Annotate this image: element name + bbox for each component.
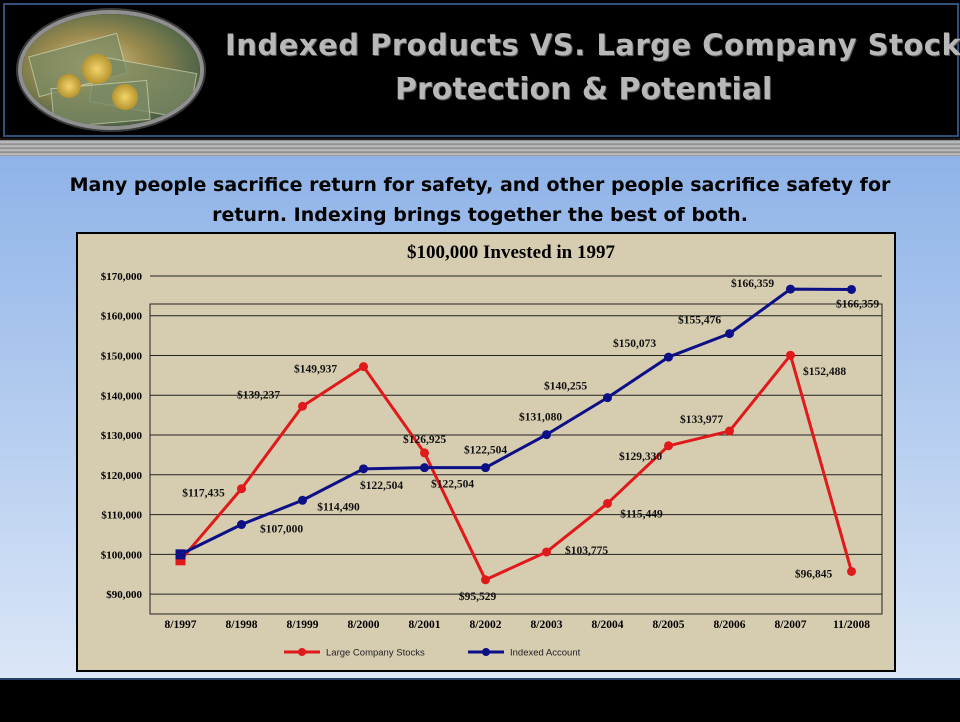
money-coins-image — [22, 14, 200, 126]
data-point-marker — [481, 575, 490, 585]
y-tick-label: $170,000 — [101, 271, 143, 283]
header-frame — [3, 3, 959, 137]
x-tick-label: 11/2008 — [833, 619, 870, 631]
chart-title: $100,000 Invested in 1997 — [407, 242, 615, 263]
data-point-marker — [175, 549, 186, 560]
data-point-marker — [542, 547, 551, 557]
data-point-marker — [847, 284, 856, 294]
data-label: $122,504 — [360, 479, 403, 492]
x-tick-label: 8/2004 — [592, 619, 624, 631]
x-tick-label: 8/2001 — [409, 619, 441, 631]
data-point-marker — [786, 350, 795, 360]
data-point-marker — [725, 426, 734, 436]
x-tick-label: 8/1998 — [226, 619, 258, 631]
line-chart: $100,000 Invested in 1997 $90,000 $100,00… — [101, 242, 883, 659]
x-tick-label: 8/1999 — [287, 619, 319, 631]
data-point-marker — [481, 463, 490, 473]
data-label: $155,476 — [678, 314, 721, 327]
data-point-marker — [664, 352, 673, 362]
x-tick-label: 8/2003 — [531, 619, 563, 631]
data-point-marker — [237, 484, 246, 494]
data-label: $114,490 — [317, 500, 360, 513]
data-label: $150,073 — [613, 337, 656, 350]
x-tick-label: 8/1997 — [165, 619, 197, 631]
data-label: $166,359 — [731, 277, 774, 290]
data-point-marker — [420, 463, 429, 473]
data-label: $95,529 — [459, 590, 497, 603]
page-subtitle: Protection & Potential — [395, 72, 773, 107]
data-label: $166,359 — [836, 297, 879, 310]
data-label: $149,937 — [294, 363, 337, 376]
data-point-marker — [542, 430, 551, 440]
data-label: $96,845 — [795, 567, 833, 580]
header-bar: Indexed Products VS. Large Company Stock… — [0, 0, 960, 140]
data-point-marker — [847, 566, 856, 576]
y-tick-label: $130,000 — [101, 430, 143, 442]
data-label: $122,504 — [464, 444, 507, 457]
data-point-marker — [298, 401, 307, 411]
data-label: $152,488 — [803, 365, 846, 378]
legend-marker — [298, 648, 306, 656]
x-tick-label: 8/2005 — [653, 619, 685, 631]
plot-frame — [149, 303, 883, 615]
page-title: Indexed Products VS. Large Company Stock — [225, 28, 960, 62]
data-point-marker — [786, 284, 795, 294]
data-label: $117,435 — [182, 487, 225, 500]
footer-bar — [0, 678, 960, 722]
data-label: $107,000 — [260, 523, 303, 536]
indexed-account-line — [179, 287, 852, 556]
x-tick-label: 8/2006 — [714, 619, 746, 631]
data-point-marker — [359, 362, 368, 372]
data-label: $103,775 — [565, 544, 608, 557]
y-tick-label: $110,000 — [101, 510, 142, 522]
data-label: $139,237 — [237, 388, 280, 401]
data-point-marker — [298, 495, 307, 505]
x-tick-label: 8/2007 — [775, 619, 807, 631]
data-label: $131,080 — [519, 411, 562, 424]
legend-label: Indexed Account — [510, 648, 581, 659]
data-label: $115,449 — [620, 507, 663, 520]
data-point-marker — [603, 498, 612, 508]
y-tick-label: $150,000 — [101, 350, 143, 362]
intro-text: Many people sacrifice return for safety,… — [69, 174, 891, 226]
data-point-marker — [725, 329, 734, 339]
data-label: $129,330 — [619, 450, 662, 463]
legend-label: Large Company Stocks — [326, 648, 425, 659]
data-point-marker — [664, 441, 673, 451]
y-tick-label: $120,000 — [101, 470, 143, 482]
data-point-marker — [420, 448, 429, 458]
data-point-marker — [603, 393, 612, 403]
data-label: $140,255 — [544, 380, 587, 393]
data-point-marker — [237, 520, 246, 530]
y-tick-label: $140,000 — [101, 390, 143, 402]
data-label: $122,504 — [431, 478, 474, 491]
large-company-line — [179, 353, 853, 582]
data-label: $126,925 — [403, 433, 446, 446]
data-point-marker — [359, 464, 368, 474]
x-tick-label: 8/2000 — [348, 619, 380, 631]
y-tick-label: $100,000 — [101, 549, 143, 561]
legend-marker — [482, 648, 490, 656]
y-tick-label: $90,000 — [106, 589, 142, 601]
data-label: $133,977 — [680, 413, 723, 426]
y-tick-label: $160,000 — [101, 311, 143, 323]
chart-panel: $100,000 Invested in 1997 $90,000 $100,00… — [76, 232, 896, 672]
data-point-marker — [175, 555, 186, 566]
x-tick-label: 8/2002 — [470, 619, 502, 631]
divider-band — [0, 140, 960, 156]
